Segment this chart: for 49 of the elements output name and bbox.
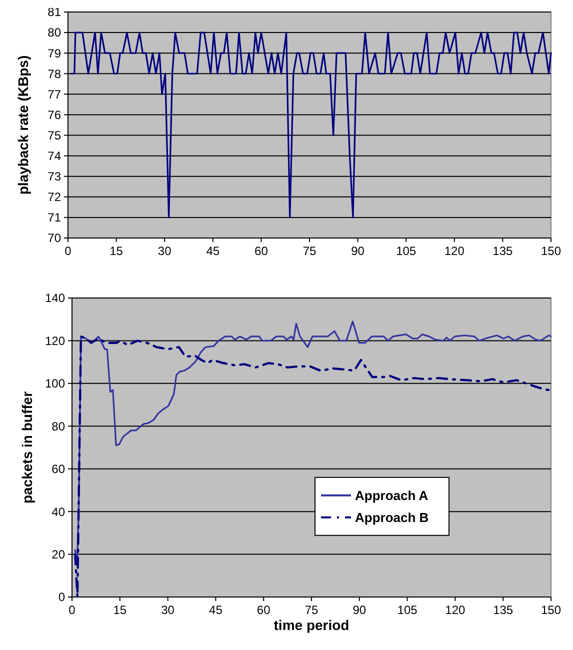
x-tick-label: 0 bbox=[68, 603, 76, 617]
legend-label: Approach B bbox=[355, 510, 429, 525]
y-axis-title: playback rate (KBps) bbox=[15, 55, 31, 195]
x-tick-label: 60 bbox=[254, 244, 268, 258]
x-tick-label: 150 bbox=[540, 603, 562, 617]
y-tick-label: 40 bbox=[52, 504, 66, 519]
x-tick-label: 75 bbox=[302, 244, 316, 258]
y-tick-label: 140 bbox=[44, 291, 66, 306]
x-tick-label: 45 bbox=[209, 603, 223, 617]
y-tick-label: 100 bbox=[44, 376, 66, 391]
y-tick-label: 74 bbox=[48, 149, 62, 164]
x-tick-label: 105 bbox=[397, 603, 418, 617]
y-tick-label: 75 bbox=[48, 128, 62, 142]
y-tick-label: 60 bbox=[52, 462, 66, 476]
y-tick-label: 120 bbox=[44, 334, 66, 348]
x-tick-label: 120 bbox=[444, 244, 465, 258]
y-tick-label: 0 bbox=[58, 590, 66, 604]
x-tick-label: 60 bbox=[256, 603, 271, 617]
x-tick-label: 135 bbox=[492, 244, 514, 258]
y-tick-label: 80 bbox=[48, 26, 62, 40]
y-axis-title: packets in buffer bbox=[19, 390, 35, 504]
y-tick-label: 80 bbox=[52, 419, 66, 434]
legend-label: Approach A bbox=[355, 488, 429, 503]
x-tick-label: 30 bbox=[161, 603, 175, 617]
x-tick-label: 105 bbox=[396, 244, 416, 258]
line-series bbox=[74, 335, 552, 598]
y-tick-label: 71 bbox=[48, 210, 62, 225]
y-tick-label: 78 bbox=[48, 66, 62, 81]
y-tick-label: 73 bbox=[48, 170, 62, 184]
x-tick-label: 30 bbox=[158, 244, 172, 258]
y-tick-label: 70 bbox=[48, 231, 62, 246]
x-tick-label: 75 bbox=[304, 603, 318, 617]
line-series bbox=[70, 32, 552, 218]
x-tick-label: 15 bbox=[110, 244, 124, 258]
x-tick-label: 120 bbox=[445, 603, 466, 617]
y-tick-label: 76 bbox=[48, 108, 62, 122]
x-tick-label: 15 bbox=[113, 603, 127, 617]
x-tick-label: 135 bbox=[493, 603, 514, 617]
y-tick-label: 79 bbox=[48, 46, 62, 60]
x-tick-label: 90 bbox=[352, 603, 366, 617]
x-tick-label: 90 bbox=[351, 244, 365, 258]
y-tick-label: 77 bbox=[48, 87, 62, 102]
y-tick-label: 81 bbox=[48, 5, 62, 20]
x-axis-title: time period bbox=[274, 617, 350, 633]
y-tick-label: 72 bbox=[48, 190, 62, 204]
line-series bbox=[74, 320, 552, 566]
x-tick-label: 150 bbox=[540, 244, 562, 258]
y-tick-label: 20 bbox=[52, 547, 66, 562]
x-tick-label: 45 bbox=[206, 244, 220, 258]
